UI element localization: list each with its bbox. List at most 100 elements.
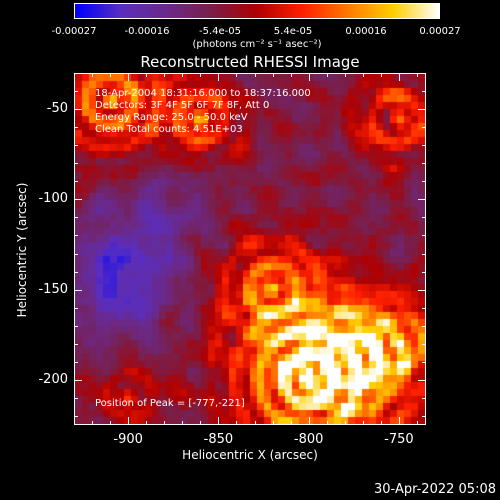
x-minor-tick [290, 421, 292, 425]
x-tick-mark [398, 73, 400, 81]
y-minor-tick [74, 307, 78, 309]
observation-time: 18-Apr-2004 18:31:16.000 to 18:37:16.000 [95, 88, 311, 99]
x-minor-tick [290, 73, 292, 77]
x-tick-label: -900 [113, 432, 143, 447]
y-minor-tick [74, 217, 78, 219]
colorbar [74, 3, 440, 19]
y-minor-tick [422, 235, 426, 237]
colorbar-tick-label: -0.00016 [124, 26, 170, 37]
y-minor-tick [422, 73, 426, 74]
y-tick-label: -100 [38, 191, 68, 207]
y-tick-mark [74, 379, 82, 381]
y-minor-tick [422, 271, 426, 273]
colorbar-tick-label: 0.00016 [345, 26, 387, 37]
detectors-info: Detectors: 3F 4F 5F 6F 7F 8F, Att 0 [95, 100, 270, 111]
x-minor-tick [272, 421, 274, 425]
render-timestamp: 30-Apr-2022 05:08 [374, 482, 496, 497]
y-tick-mark [418, 289, 426, 291]
x-minor-tick [146, 73, 148, 77]
x-minor-tick [200, 73, 202, 77]
x-minor-tick [380, 421, 382, 425]
x-minor-tick [236, 421, 238, 425]
y-minor-tick [422, 415, 426, 417]
y-tick-mark [74, 199, 82, 201]
x-minor-tick [362, 421, 364, 425]
y-tick-mark [418, 379, 426, 381]
peak-position-label: Position of Peak = [-777,-221] [95, 398, 245, 409]
x-tick-mark [218, 73, 220, 81]
x-minor-tick [254, 73, 256, 77]
x-tick-label: -800 [293, 432, 324, 447]
colorbar-tick-label: 0.00027 [419, 26, 461, 37]
x-minor-tick [74, 421, 75, 425]
y-tick-label: -50 [46, 101, 68, 117]
x-minor-tick [254, 421, 256, 425]
x-minor-tick [380, 73, 382, 77]
x-tick-mark [308, 73, 310, 81]
y-minor-tick [74, 361, 78, 363]
x-minor-tick [74, 73, 75, 77]
x-minor-tick [110, 421, 112, 425]
y-minor-tick [422, 145, 426, 147]
y-minor-tick [74, 343, 78, 345]
y-minor-tick [422, 217, 426, 219]
y-minor-tick [422, 163, 426, 165]
y-tick-mark [74, 289, 82, 291]
y-minor-tick [422, 127, 426, 129]
y-minor-tick [74, 127, 78, 129]
y-minor-tick [74, 235, 78, 237]
y-minor-tick [74, 415, 78, 417]
x-minor-tick [344, 73, 346, 77]
colorbar-tick-label: -0.00027 [51, 26, 97, 37]
heatmap-image [75, 74, 425, 424]
y-minor-tick [422, 253, 426, 255]
x-tick-mark [308, 417, 310, 425]
colorbar-unit: (photons cm⁻² s⁻¹ asec⁻²) [192, 39, 322, 50]
x-minor-tick [416, 421, 418, 425]
x-tick-mark [398, 417, 400, 425]
y-minor-tick [422, 181, 426, 183]
clean-total-counts: Clean Total counts: 4.51E+03 [95, 124, 243, 135]
x-minor-tick [362, 73, 364, 77]
x-minor-tick [146, 421, 148, 425]
x-axis-label: Heliocentric X (arcsec) [182, 448, 318, 462]
y-minor-tick [74, 181, 78, 183]
y-tick-mark [418, 199, 426, 201]
y-minor-tick [74, 145, 78, 147]
x-minor-tick [92, 421, 94, 425]
x-tick-mark [128, 417, 130, 425]
x-tick-label: -750 [384, 432, 414, 447]
x-minor-tick [236, 73, 238, 77]
y-tick-mark [418, 109, 426, 111]
x-tick-mark [128, 73, 130, 81]
x-minor-tick [326, 421, 328, 425]
y-minor-tick [422, 397, 426, 399]
y-minor-tick [422, 325, 426, 327]
y-minor-tick [422, 91, 426, 93]
y-tick-label: -200 [38, 371, 68, 387]
y-tick-mark [74, 109, 82, 111]
y-minor-tick [74, 91, 78, 93]
y-axis-label: Heliocentric Y (arcsec) [15, 182, 29, 318]
y-minor-tick [74, 253, 78, 255]
y-minor-tick [422, 307, 426, 309]
x-tick-label: -850 [203, 432, 234, 447]
x-minor-tick [110, 73, 112, 77]
x-minor-tick [272, 73, 274, 77]
y-tick-label: -150 [38, 281, 68, 297]
x-minor-tick [344, 421, 346, 425]
x-minor-tick [92, 73, 94, 77]
y-minor-tick [74, 163, 78, 165]
y-minor-tick [422, 361, 426, 363]
x-minor-tick [326, 73, 328, 77]
colorbar-tick-label: 5.4e-05 [273, 26, 313, 37]
chart-title: Reconstructed RHESSI Image [140, 53, 360, 71]
y-minor-tick [74, 73, 78, 74]
colorbar-tick-label: -5.4e-05 [199, 26, 241, 37]
y-minor-tick [74, 397, 78, 399]
x-tick-mark [218, 417, 220, 425]
x-minor-tick [182, 73, 184, 77]
y-minor-tick [422, 343, 426, 345]
x-minor-tick [182, 421, 184, 425]
x-minor-tick [416, 73, 418, 77]
